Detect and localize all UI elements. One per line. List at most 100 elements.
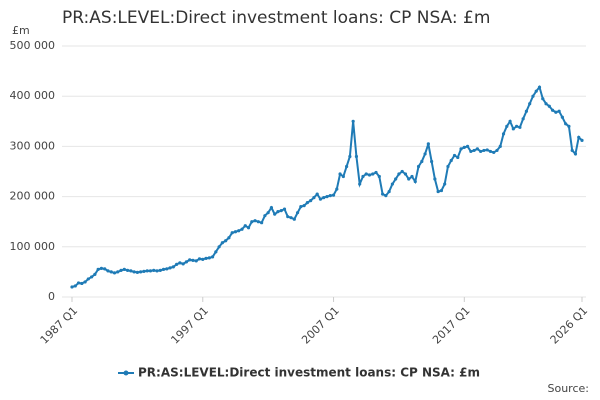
data-point <box>374 170 378 175</box>
data-point <box>148 269 153 273</box>
data-point <box>475 147 479 151</box>
legend-marker <box>123 370 129 376</box>
data-point <box>423 152 427 156</box>
data-point <box>178 261 182 265</box>
data-point <box>122 267 126 271</box>
data-point <box>253 219 257 223</box>
y-tick-label: 200 000 <box>10 190 56 203</box>
data-point <box>175 262 179 266</box>
data-point <box>295 211 300 215</box>
data-point <box>129 269 133 273</box>
data-point <box>83 280 87 284</box>
data-point <box>407 177 411 181</box>
data-point <box>191 258 195 262</box>
y-tick-label: 300 000 <box>10 139 56 152</box>
data-point <box>534 89 538 93</box>
data-point <box>70 285 74 289</box>
y-tick-label: 100 000 <box>10 240 56 253</box>
data-point <box>449 158 453 163</box>
data-point <box>233 230 238 234</box>
data-point <box>266 211 270 215</box>
data-point <box>570 148 574 153</box>
chart-title: PR:AS:LEVEL:Direct investment loans: CP … <box>62 8 490 28</box>
data-point <box>116 270 120 274</box>
data-point <box>390 182 394 186</box>
data-point <box>80 281 84 286</box>
data-point <box>358 182 362 186</box>
data-point <box>439 188 444 193</box>
data-point <box>495 148 499 153</box>
data-point <box>341 174 345 179</box>
data-point <box>550 108 555 112</box>
data-point <box>518 125 522 129</box>
data-point <box>112 271 117 275</box>
data-point <box>106 269 110 273</box>
data-point <box>246 226 251 230</box>
data-point <box>184 260 189 264</box>
data-point <box>86 277 90 281</box>
x-tick-label: 2007 Q1 <box>299 304 342 347</box>
data-point <box>364 172 368 176</box>
data-point <box>152 268 156 272</box>
data-point <box>188 258 192 262</box>
data-point <box>197 257 202 261</box>
data-point <box>472 148 476 153</box>
x-tick-label: 1997 Q1 <box>168 304 211 347</box>
data-point <box>528 102 532 106</box>
data-point <box>482 148 486 153</box>
data-point <box>325 195 329 199</box>
data-point <box>394 177 398 181</box>
data-point <box>420 159 424 164</box>
data-point <box>161 267 166 271</box>
data-point <box>485 148 489 152</box>
data-point <box>413 179 417 184</box>
legend-label: PR:AS:LEVEL:Direct investment loans: CP … <box>138 366 480 380</box>
data-point <box>397 172 401 176</box>
data-point <box>380 192 385 196</box>
data-point <box>436 189 440 194</box>
data-point <box>318 197 323 201</box>
y-unit: £m <box>12 24 30 37</box>
data-point <box>580 138 584 142</box>
data-point <box>577 135 581 139</box>
data-point <box>371 172 375 176</box>
data-point <box>210 255 215 259</box>
data-point <box>361 174 365 179</box>
data-point <box>501 132 506 136</box>
data-point <box>289 216 293 220</box>
data-point <box>158 268 162 272</box>
data-point <box>452 153 457 158</box>
data-point <box>145 269 149 273</box>
data-point <box>279 209 283 213</box>
data-point <box>328 193 332 198</box>
data-point <box>312 196 316 200</box>
data-point <box>125 268 130 272</box>
data-point <box>194 259 198 263</box>
data-point <box>243 224 247 228</box>
x-tick-label: 2017 Q1 <box>430 304 473 347</box>
data-point <box>256 220 260 224</box>
data-point <box>331 193 336 197</box>
data-point <box>335 187 339 191</box>
data-point <box>537 85 542 89</box>
data-point <box>96 267 100 271</box>
data-point <box>227 236 231 240</box>
data-point <box>479 149 483 154</box>
data-point <box>76 281 81 285</box>
series-line <box>71 85 583 288</box>
data-point <box>155 269 159 273</box>
data-point <box>276 210 280 214</box>
source: Source: <box>548 382 590 395</box>
data-point <box>322 196 326 200</box>
y-tick-label: 500 000 <box>10 39 56 52</box>
data-point <box>214 250 218 254</box>
data-point <box>305 201 309 205</box>
data-point <box>348 154 352 159</box>
x-tick-label: 1987 Q1 <box>38 304 81 347</box>
data-point <box>204 256 208 260</box>
data-point <box>469 149 473 154</box>
data-point <box>524 109 529 113</box>
data-point <box>354 154 359 159</box>
data-point <box>498 144 502 148</box>
data-point <box>511 127 515 131</box>
